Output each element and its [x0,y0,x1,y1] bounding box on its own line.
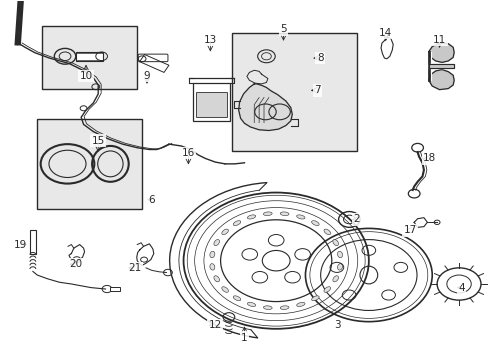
Text: 10: 10 [80,71,92,81]
Polygon shape [428,69,453,90]
Polygon shape [238,84,292,131]
Ellipse shape [337,251,342,258]
Ellipse shape [213,239,219,246]
Text: 17: 17 [403,225,416,235]
Ellipse shape [324,229,330,235]
Ellipse shape [280,212,288,216]
Ellipse shape [296,215,305,219]
Bar [110,287,120,291]
FancyBboxPatch shape [138,54,167,62]
Ellipse shape [324,287,330,292]
Ellipse shape [311,296,319,301]
Ellipse shape [213,276,219,282]
Text: 9: 9 [143,71,150,81]
Ellipse shape [233,296,240,301]
Ellipse shape [263,306,272,310]
Text: 12: 12 [208,320,222,330]
Ellipse shape [222,229,228,235]
Text: 13: 13 [203,35,217,45]
Text: 16: 16 [182,148,195,158]
Text: 2: 2 [353,215,359,224]
Bar [196,92,226,117]
Bar [232,33,356,151]
Ellipse shape [311,221,319,226]
Text: 6: 6 [148,195,155,205]
Text: 7: 7 [314,85,320,95]
Bar [37,119,142,209]
Ellipse shape [233,221,240,226]
Text: 4: 4 [457,283,464,293]
Ellipse shape [263,212,272,216]
Bar [76,52,103,60]
Ellipse shape [296,302,305,306]
Bar [42,26,137,89]
Bar [30,230,36,253]
Text: 15: 15 [91,136,104,145]
Text: 18: 18 [422,153,435,163]
Ellipse shape [337,264,342,270]
Text: 3: 3 [333,320,340,330]
Ellipse shape [209,251,214,258]
Text: 1: 1 [241,333,247,343]
Text: 8: 8 [316,53,323,63]
Ellipse shape [332,276,338,282]
Bar [193,83,229,121]
Ellipse shape [247,302,255,306]
Ellipse shape [280,306,288,310]
Text: 11: 11 [432,35,445,45]
Ellipse shape [209,264,214,270]
Text: 19: 19 [14,239,27,249]
Text: 14: 14 [379,28,392,38]
Ellipse shape [332,239,338,246]
Ellipse shape [222,287,228,292]
Polygon shape [428,43,453,62]
Text: 5: 5 [280,24,286,35]
Text: 20: 20 [70,259,82,269]
Text: 21: 21 [128,263,141,273]
Ellipse shape [247,215,255,219]
Polygon shape [428,64,453,68]
